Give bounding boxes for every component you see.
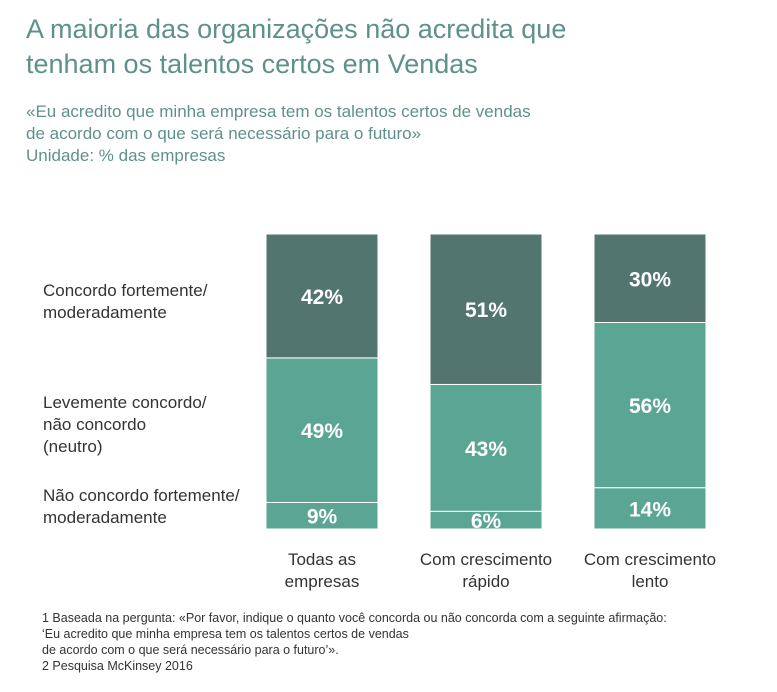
footnote-1-line-2: ‘Eu acredito que minha empresa tem os ta… bbox=[42, 627, 409, 641]
data-label-todas-neutral: 49% bbox=[301, 420, 343, 443]
data-label-todas-agree: 42% bbox=[301, 286, 343, 309]
data-label-rapido-agree: 51% bbox=[465, 299, 507, 322]
bar-segment-lento-agree bbox=[593, 233, 707, 323]
subtitle-line-1: «Eu acredito que minha empresa tem os ta… bbox=[26, 102, 531, 121]
row-label-neutral-line-1: Levemente concordo/ bbox=[43, 393, 207, 412]
category-label-lento: Com crescimento lento bbox=[565, 549, 735, 593]
row-label-neutral: Levemente concordo/ não concordo (neutro… bbox=[43, 392, 207, 458]
row-label-neutral-line-2: não concordo bbox=[43, 415, 147, 434]
row-label-neutral-line-3: (neutro) bbox=[43, 437, 103, 456]
category-label-todas: Todas as empresas bbox=[237, 549, 407, 593]
bar-segment-lento-disagree bbox=[593, 487, 707, 530]
row-label-agree-line-1: Concordo fortemente/ bbox=[43, 281, 208, 300]
category-label-todas-line-1: Todas as bbox=[287, 550, 357, 569]
category-label-rapido-line-1: Com crescimento bbox=[419, 550, 553, 569]
bar-segment-todas-disagree bbox=[265, 501, 379, 530]
title-line-1: A maioria das organizações não acredita … bbox=[26, 14, 567, 44]
title-line-2: tenham os talentos certos em Vendas bbox=[26, 49, 478, 79]
category-label-lento-line-2: lento bbox=[631, 572, 669, 591]
row-label-agree-line-2: moderadamente bbox=[43, 303, 167, 322]
category-label-rapido: Com crescimento rápido bbox=[401, 549, 571, 593]
footnote-2: 2 Pesquisa McKinsey 2016 bbox=[42, 659, 193, 673]
subtitle-unit: Unidade: % das empresas bbox=[26, 146, 226, 165]
row-label-disagree-line-2: moderadamente bbox=[43, 508, 167, 527]
bar-segment-todas-neutral bbox=[265, 357, 379, 503]
data-label-lento-neutral: 56% bbox=[629, 395, 671, 418]
row-label-disagree-line-1: Não concordo fortemente/ bbox=[43, 486, 240, 505]
data-label-rapido-disagree: 6% bbox=[471, 510, 502, 533]
data-label-todas-disagree: 9% bbox=[307, 506, 338, 529]
data-label-lento-disagree: 14% bbox=[629, 498, 671, 521]
chart-title: A maioria das organizações não acredita … bbox=[26, 12, 746, 82]
category-label-lento-line-1: Com crescimento bbox=[583, 550, 717, 569]
bar-segment-todas-agree bbox=[265, 233, 379, 359]
category-label-rapido-line-2: rápido bbox=[462, 572, 510, 591]
bar-segment-rapido-agree bbox=[429, 233, 543, 385]
data-label-lento-agree: 30% bbox=[629, 268, 671, 291]
row-label-disagree: Não concordo fortemente/ moderadamente bbox=[43, 485, 240, 529]
footnotes: 1 Baseada na pergunta: «Por favor, indiq… bbox=[42, 610, 762, 674]
footnote-1-line-3: de acordo com o que será necessário para… bbox=[42, 643, 339, 657]
row-label-agree: Concordo fortemente/ moderadamente bbox=[43, 280, 207, 324]
category-label-todas-line-2: empresas bbox=[284, 572, 360, 591]
chart-subtitle: «Eu acredito que minha empresa tem os ta… bbox=[26, 101, 746, 167]
subtitle-line-2: de acordo com o que será necessário para… bbox=[26, 124, 422, 143]
bar-segment-rapido-neutral bbox=[429, 383, 543, 512]
data-label-rapido-neutral: 43% bbox=[465, 438, 507, 461]
bar-segment-lento-neutral bbox=[593, 322, 707, 489]
footnote-1-line-1: 1 Baseada na pergunta: «Por favor, indiq… bbox=[42, 611, 667, 625]
